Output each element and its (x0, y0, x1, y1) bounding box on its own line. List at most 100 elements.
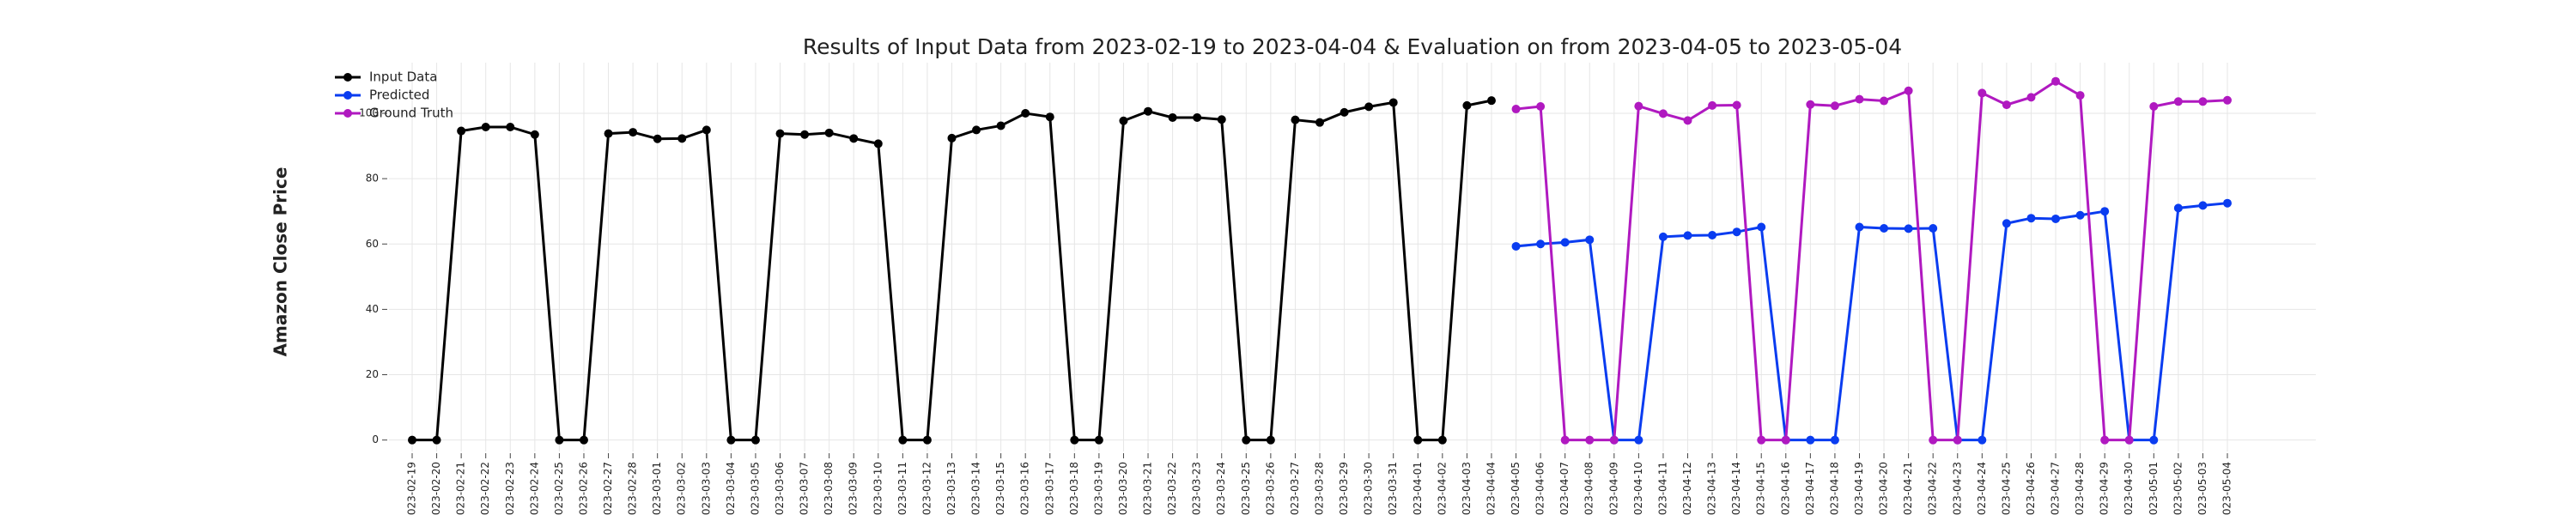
data-point (2223, 95, 2232, 105)
data-point (1880, 96, 1889, 106)
x-tick-label: 2023-02-21 (455, 462, 467, 515)
data-point (1781, 435, 1790, 445)
data-point (1094, 435, 1103, 445)
x-tick-label: 2023-04-04 (1485, 462, 1497, 515)
x-tick-label: 2023-03-26 (1264, 462, 1276, 515)
legend-marker (343, 73, 352, 82)
data-point (972, 125, 981, 135)
data-point (2026, 214, 2036, 223)
x-tick-label: 2023-03-19 (1092, 462, 1104, 515)
x-tick-label: 2023-05-04 (2221, 462, 2233, 515)
data-point (1536, 102, 1546, 112)
data-point (2026, 93, 2036, 102)
data-point (750, 435, 760, 445)
data-point (898, 435, 908, 445)
x-tick-label: 2023-04-15 (1755, 462, 1767, 515)
x-tick-label: 2023-04-16 (1779, 462, 1791, 515)
x-tick-label: 2023-03-23 (1191, 462, 1203, 515)
data-point (1560, 238, 1570, 247)
x-tick-label: 2023-04-18 (1828, 462, 1840, 515)
x-tick-label: 2023-03-09 (848, 462, 860, 515)
data-point (1462, 100, 1472, 110)
x-tick-label: 2023-03-30 (1363, 462, 1375, 515)
x-tick-label: 2023-04-03 (1461, 462, 1473, 515)
x-tick-label: 2023-04-08 (1583, 462, 1595, 515)
x-tick-label: 2023-03-01 (651, 462, 663, 515)
data-point (1855, 222, 1864, 232)
x-tick-label: 2023-05-03 (2196, 462, 2208, 515)
y-tick-label: 60 (366, 238, 379, 250)
data-point (1683, 116, 1692, 125)
y-tick-label: 100 (359, 107, 379, 119)
data-point (1904, 224, 1913, 233)
data-point (481, 122, 490, 131)
data-point (726, 435, 736, 445)
data-point (2002, 219, 2011, 228)
x-tick-label: 2023-03-05 (749, 462, 761, 515)
data-point (457, 126, 466, 136)
data-point (922, 435, 932, 445)
x-tick-label: 2023-05-01 (2148, 462, 2160, 515)
data-point (629, 128, 638, 137)
data-point (2075, 91, 2085, 100)
data-point (1978, 88, 1987, 98)
data-point (775, 129, 785, 138)
x-tick-label: 2023-04-19 (1853, 462, 1865, 515)
data-point (408, 435, 416, 445)
x-tick-label: 2023-04-11 (1656, 462, 1668, 515)
data-point (1732, 100, 1741, 110)
data-point (1830, 435, 1839, 445)
x-tick-label: 2023-03-18 (1068, 462, 1080, 515)
x-tick-label: 2023-04-28 (2074, 462, 2086, 515)
y-axis-label: Amazon Close Price (270, 167, 291, 357)
data-point (653, 134, 662, 143)
data-point (432, 435, 441, 445)
x-tick-label: 2023-03-07 (799, 462, 811, 515)
data-point (2100, 435, 2110, 445)
data-point (1929, 224, 1938, 233)
data-point (506, 122, 515, 131)
data-point (1437, 435, 1447, 445)
y-tick-label: 20 (366, 368, 379, 380)
data-point (1364, 102, 1374, 112)
x-tick-label: 2023-03-29 (1338, 462, 1350, 515)
x-tick-label: 2023-02-20 (430, 462, 442, 515)
x-tick-label: 2023-02-27 (602, 462, 614, 515)
data-point (1904, 86, 1913, 95)
x-tick-label: 2023-04-02 (1436, 462, 1448, 515)
data-point (1536, 239, 1546, 249)
data-point (1830, 101, 1839, 111)
data-point (2173, 97, 2183, 106)
data-point (1242, 435, 1251, 445)
data-point (2149, 435, 2159, 445)
x-tick-label: 2023-04-22 (1927, 462, 1939, 515)
x-tick-label: 2023-04-05 (1510, 462, 1522, 515)
data-point (1806, 100, 1815, 109)
x-tick-label: 2023-04-29 (2099, 462, 2111, 515)
data-point (1511, 105, 1521, 114)
data-point (1266, 435, 1275, 445)
data-point (1070, 435, 1079, 445)
x-tick-label: 2023-04-14 (1730, 462, 1742, 515)
x-tick-label: 2023-03-13 (945, 462, 957, 515)
data-point (849, 134, 859, 143)
x-tick-label: 2023-03-08 (823, 462, 835, 515)
data-point (996, 121, 1005, 130)
chart-title: Results of Input Data from 2023-02-19 to… (803, 34, 1902, 59)
data-point (1119, 116, 1128, 125)
data-point (604, 129, 613, 138)
x-tick-label: 2023-02-22 (479, 462, 491, 515)
legend-label: Input Data (369, 70, 437, 85)
data-point (1683, 231, 1692, 240)
x-tick-label: 2023-02-25 (553, 462, 565, 515)
x-tick-label: 2023-04-09 (1607, 462, 1619, 515)
data-point (1855, 94, 1864, 104)
y-tick-label: 80 (366, 173, 379, 185)
x-tick-label: 2023-03-21 (1142, 462, 1154, 515)
data-point (1340, 107, 1349, 117)
x-tick-label: 2023-02-23 (504, 462, 516, 515)
data-point (1634, 435, 1643, 445)
data-point (1021, 109, 1030, 118)
